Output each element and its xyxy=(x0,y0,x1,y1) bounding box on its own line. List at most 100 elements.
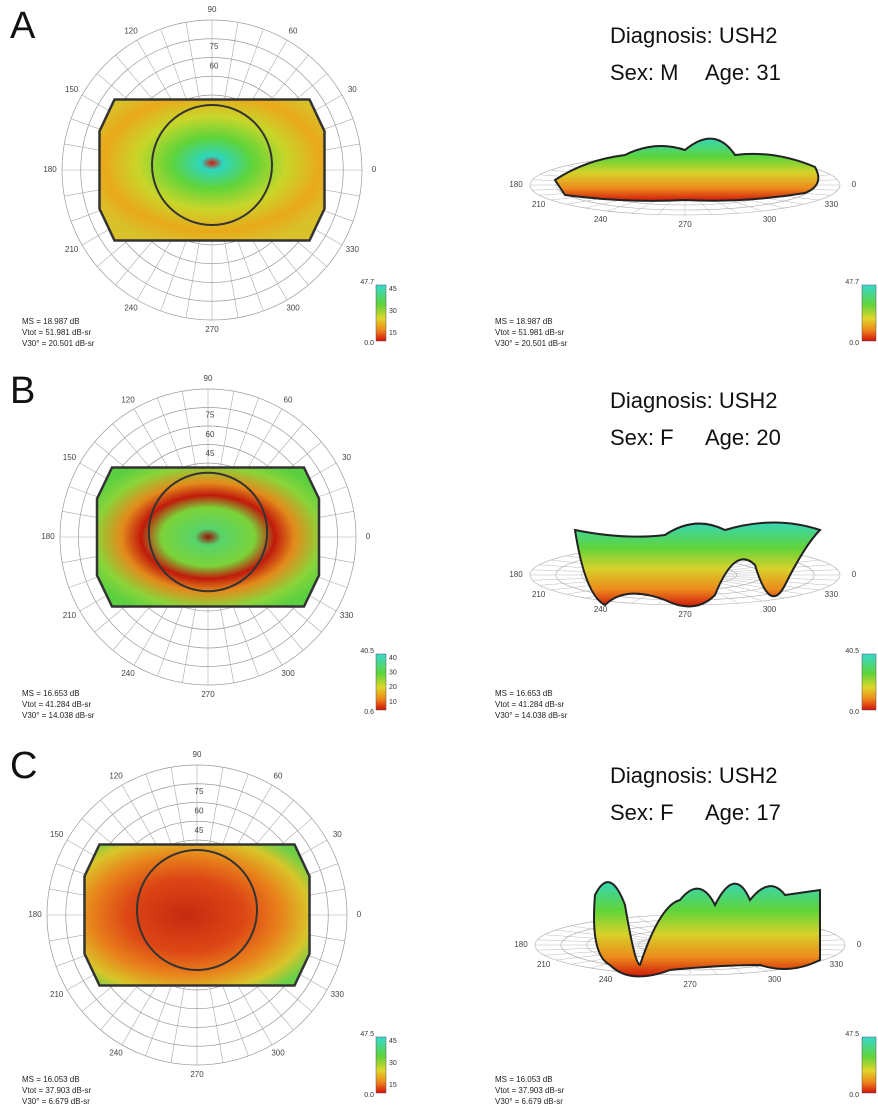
surface-angle-label: 240 xyxy=(594,605,608,614)
sex: Sex: F xyxy=(610,425,674,450)
panel: C 9060300330300270240210180150120756045MS… xyxy=(10,745,877,1106)
polar-angle-label: 120 xyxy=(109,772,123,781)
surface-angle-label: 180 xyxy=(514,940,528,949)
polar-angle-label: 60 xyxy=(284,395,293,404)
polar-angle-label: 60 xyxy=(274,772,283,781)
stat-line: V30° = 20.501 dB-sr xyxy=(22,339,95,348)
colorbar-tick: 30 xyxy=(389,308,397,315)
surface-angle-label: 300 xyxy=(763,605,777,614)
panel-letter: A xyxy=(10,5,36,47)
colorbar-tick: 10 xyxy=(389,699,397,706)
surface-angle-label: 240 xyxy=(594,215,608,224)
polar-angle-label: 300 xyxy=(286,304,300,313)
polar-angle-label: 180 xyxy=(28,910,42,919)
panel: B 9060300330300270240210180150120756045MS… xyxy=(10,370,877,720)
polar-angle-label: 120 xyxy=(121,395,135,404)
stat-line: MS = 18.987 dB xyxy=(495,317,553,326)
surface-angle-label: 0 xyxy=(857,940,862,949)
radius-label: 45 xyxy=(206,449,215,458)
surface xyxy=(573,521,822,608)
stat-line: Vtot = 37.903 dB-sr xyxy=(495,1086,564,1095)
colorbar-tick: 20 xyxy=(389,684,397,691)
colorbar-tick: 40 xyxy=(389,655,397,662)
surface-angle-label: 330 xyxy=(825,590,839,599)
stat-line: V30° = 14.038 dB-sr xyxy=(495,711,568,720)
radius-label: 75 xyxy=(195,787,204,796)
colorbar xyxy=(375,1036,387,1094)
stat-line: Vtot = 51.981 dB-sr xyxy=(495,328,564,337)
polar-angle-label: 330 xyxy=(346,245,360,254)
stat-line: MS = 16.653 dB xyxy=(22,689,80,698)
polar-angle-label: 270 xyxy=(201,690,215,699)
surface-angle-label: 0 xyxy=(852,570,857,579)
sex: Sex: M xyxy=(610,60,678,85)
colorbar-tick: 45 xyxy=(389,286,397,293)
surface-angle-label: 180 xyxy=(509,180,523,189)
polar-angle-label: 30 xyxy=(348,85,357,94)
polar-angle-label: 120 xyxy=(124,27,138,36)
surface xyxy=(593,881,821,978)
polar-angle-label: 300 xyxy=(271,1049,285,1058)
stat-line: Vtot = 41.284 dB-sr xyxy=(22,700,91,709)
age: Age: 20 xyxy=(705,425,781,450)
surface-angle-label: 180 xyxy=(509,570,523,579)
polar-angle-label: 240 xyxy=(109,1049,123,1058)
colorbar-min: 0.0 xyxy=(364,1092,374,1099)
radius-label: 60 xyxy=(195,807,204,816)
age: Age: 31 xyxy=(705,60,781,85)
stat-line: Vtot = 41.284 dB-sr xyxy=(495,700,564,709)
stat-line: Vtot = 37.903 dB-sr xyxy=(22,1086,91,1095)
panel-letter: B xyxy=(10,370,35,412)
sex: Sex: F xyxy=(610,800,674,825)
polar-angle-label: 240 xyxy=(121,669,135,678)
stat-line: V30° = 6.679 dB-sr xyxy=(22,1097,90,1106)
colorbar-max: 47.5 xyxy=(845,1031,859,1038)
colorbar xyxy=(861,653,877,711)
colorbar-max: 40.5 xyxy=(360,648,374,655)
colorbar-max: 47.7 xyxy=(845,279,859,286)
polar-angle-label: 150 xyxy=(50,830,64,839)
polar-angle-label: 60 xyxy=(289,27,298,36)
polar-angle-label: 180 xyxy=(43,165,57,174)
surface-angle-label: 210 xyxy=(537,960,551,969)
stat-line: MS = 16.053 dB xyxy=(495,1075,553,1084)
colorbar-max: 40.5 xyxy=(845,648,859,655)
colorbar-tick: 45 xyxy=(389,1038,397,1045)
polar-angle-label: 0 xyxy=(366,532,371,541)
surface-angle-label: 0 xyxy=(852,180,857,189)
diagnosis: Diagnosis: USH2 xyxy=(610,763,778,788)
field-map xyxy=(98,98,326,242)
polar-angle-label: 90 xyxy=(208,5,217,14)
stat-line: V30° = 20.501 dB-sr xyxy=(495,339,568,348)
polar-angle-label: 180 xyxy=(41,532,55,541)
surface-angle-label: 300 xyxy=(763,215,777,224)
polar-angle-label: 90 xyxy=(204,374,213,383)
polar-angle-label: 330 xyxy=(340,611,354,620)
field-map xyxy=(83,843,311,987)
colorbar-tick: 30 xyxy=(389,1060,397,1067)
radius-label: 45 xyxy=(195,826,204,835)
stat-line: V30° = 14.038 dB-sr xyxy=(22,711,95,720)
colorbar xyxy=(861,1036,877,1094)
colorbar xyxy=(375,653,387,711)
stat-line: MS = 18.987 dB xyxy=(22,317,80,326)
polar-angle-label: 270 xyxy=(190,1070,204,1079)
colorbar-tick: 15 xyxy=(389,1082,397,1089)
colorbar-min: 0.0 xyxy=(849,709,859,716)
stat-line: Vtot = 51.981 dB-sr xyxy=(22,328,91,337)
central-30-ring xyxy=(151,104,273,226)
colorbar xyxy=(375,284,387,342)
colorbar-min: 0.0 xyxy=(849,1092,859,1099)
stat-line: V30° = 6.679 dB-sr xyxy=(495,1097,563,1106)
radius-label: 75 xyxy=(210,42,219,51)
polar-angle-label: 300 xyxy=(281,669,295,678)
surface-angle-label: 270 xyxy=(678,220,692,229)
polar-angle-label: 0 xyxy=(357,910,362,919)
surface-angle-label: 270 xyxy=(683,980,697,989)
polar-angle-label: 0 xyxy=(372,165,377,174)
polar-angle-label: 150 xyxy=(63,453,77,462)
polar-angle-label: 210 xyxy=(50,990,64,999)
colorbar-tick: 30 xyxy=(389,670,397,677)
